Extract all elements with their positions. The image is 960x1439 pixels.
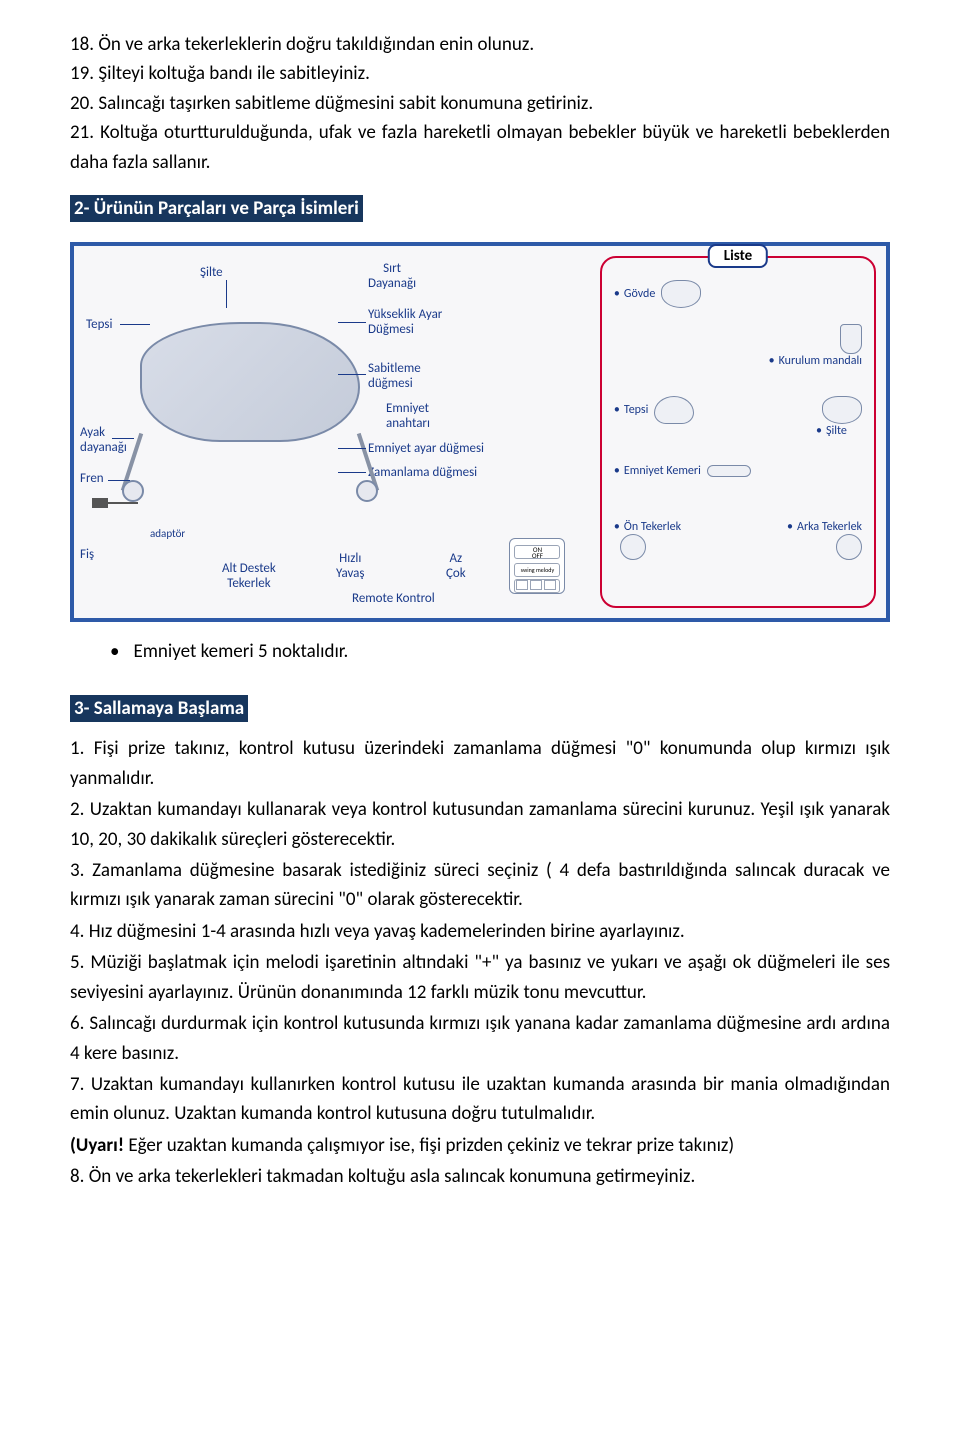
section-3-header: 3- Sallamaya Başlama xyxy=(70,695,248,722)
list-item: Kurulum mandalı xyxy=(769,324,862,368)
section3-item: 6. Salıncağı durdurmak için kontrol kutu… xyxy=(70,1009,890,1068)
list-item: Şilte xyxy=(816,396,862,438)
intro-item: 19. Şilteyi koltuğa bandı ile sabitleyin… xyxy=(70,59,890,88)
list-item: Emniyet Kemeri xyxy=(614,464,751,478)
list-item: Tepsi xyxy=(614,396,694,424)
section3-item-8: 8. Ön ve arka tekerlekleri takmadan kolt… xyxy=(70,1162,890,1191)
intro-item: 21. Koltuğa oturtturulduğunda, ufak ve f… xyxy=(70,118,890,177)
section3-item: 4. Hız düğmesini 1-4 arasında hızlı veya… xyxy=(70,917,890,946)
silte-icon xyxy=(822,396,862,424)
bullet-5pt: Emniyet kemeri 5 noktalıdır. xyxy=(110,640,890,663)
list-item: Ön Tekerlek xyxy=(614,520,681,560)
tepsi-icon xyxy=(654,396,694,424)
liste-badge: Liste xyxy=(708,244,768,268)
label-tepsi: Tepsi xyxy=(86,318,112,333)
list-item: Gövde xyxy=(614,280,701,308)
warning-bold: (Uyarı! xyxy=(70,1134,124,1157)
label-az: AzÇok xyxy=(446,552,466,582)
label-fren: Fren xyxy=(80,472,104,487)
arka-tekerlek-icon xyxy=(836,534,862,560)
warning-line: (Uyarı! Eğer uzaktan kumanda çalışmıyor … xyxy=(70,1131,890,1160)
intro-item: 18. Ön ve arka tekerleklerin doğru takıl… xyxy=(70,30,890,59)
section3-item: 1. Fişi prize takınız, kontrol kutusu üz… xyxy=(70,734,890,793)
mandal-icon xyxy=(840,324,862,354)
warning-rest: Eğer uzaktan kumanda çalışmıyor ise, fiş… xyxy=(124,1134,734,1157)
parts-diagram: Tepsi Şilte SırtDayanağı Yükseklik AyarD… xyxy=(70,242,890,622)
section3-item: 7. Uzaktan kumandayı kullanırken kontrol… xyxy=(70,1070,890,1129)
remote-control-icon: ONOFF swing melody xyxy=(509,538,565,594)
diagram-main: Tepsi Şilte SırtDayanağı Yükseklik AyarD… xyxy=(80,252,583,612)
intro-item: 20. Salıncağı taşırken sabitleme düğmesi… xyxy=(70,89,890,118)
on-tekerlek-icon xyxy=(620,534,646,560)
section3-item: 3. Zamanlama düğmesine basarak istediğin… xyxy=(70,856,890,915)
kemer-icon xyxy=(707,465,751,477)
label-emniyet-anahtar: Emniyetanahtarı xyxy=(386,402,430,432)
label-alt-destek: Alt DestekTekerlek xyxy=(222,562,276,592)
label-silte: Şilte xyxy=(200,266,223,281)
label-remote: Remote Kontrol xyxy=(352,592,435,607)
label-fis: Fiş xyxy=(80,548,94,563)
list-item: Arka Tekerlek xyxy=(787,520,862,560)
label-hizli: HızlıYavaş xyxy=(336,552,365,582)
label-sirt: SırtDayanağı xyxy=(368,262,416,292)
diagram-list-panel: Liste Gövde Kurulum mandalı Tepsi Şilte … xyxy=(600,256,876,608)
label-adapter: adaptör xyxy=(150,528,185,541)
section3-item: 2. Uzaktan kumandayı kullanarak veya kon… xyxy=(70,795,890,854)
section-3-list: 1. Fişi prize takınız, kontrol kutusu üz… xyxy=(70,734,890,1192)
intro-list: 18. Ön ve arka tekerleklerin doğru takıl… xyxy=(70,30,890,177)
govde-icon xyxy=(661,280,701,308)
section-2-header: 2- Ürünün Parçaları ve Parça İsimleri xyxy=(70,195,363,222)
section3-item: 5. Müziği başlatmak için melodi işaretin… xyxy=(70,948,890,1007)
swing-illustration xyxy=(110,302,390,522)
